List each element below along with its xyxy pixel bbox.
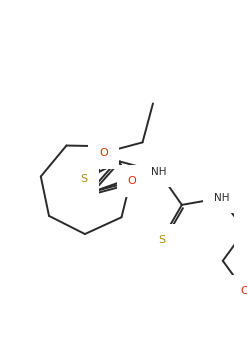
Text: S: S [80,174,87,185]
Text: NH: NH [151,167,166,177]
Text: O: O [99,148,108,158]
Text: O: O [128,176,137,186]
Text: NH: NH [214,193,229,203]
Text: O: O [240,286,247,296]
Text: S: S [158,235,165,245]
